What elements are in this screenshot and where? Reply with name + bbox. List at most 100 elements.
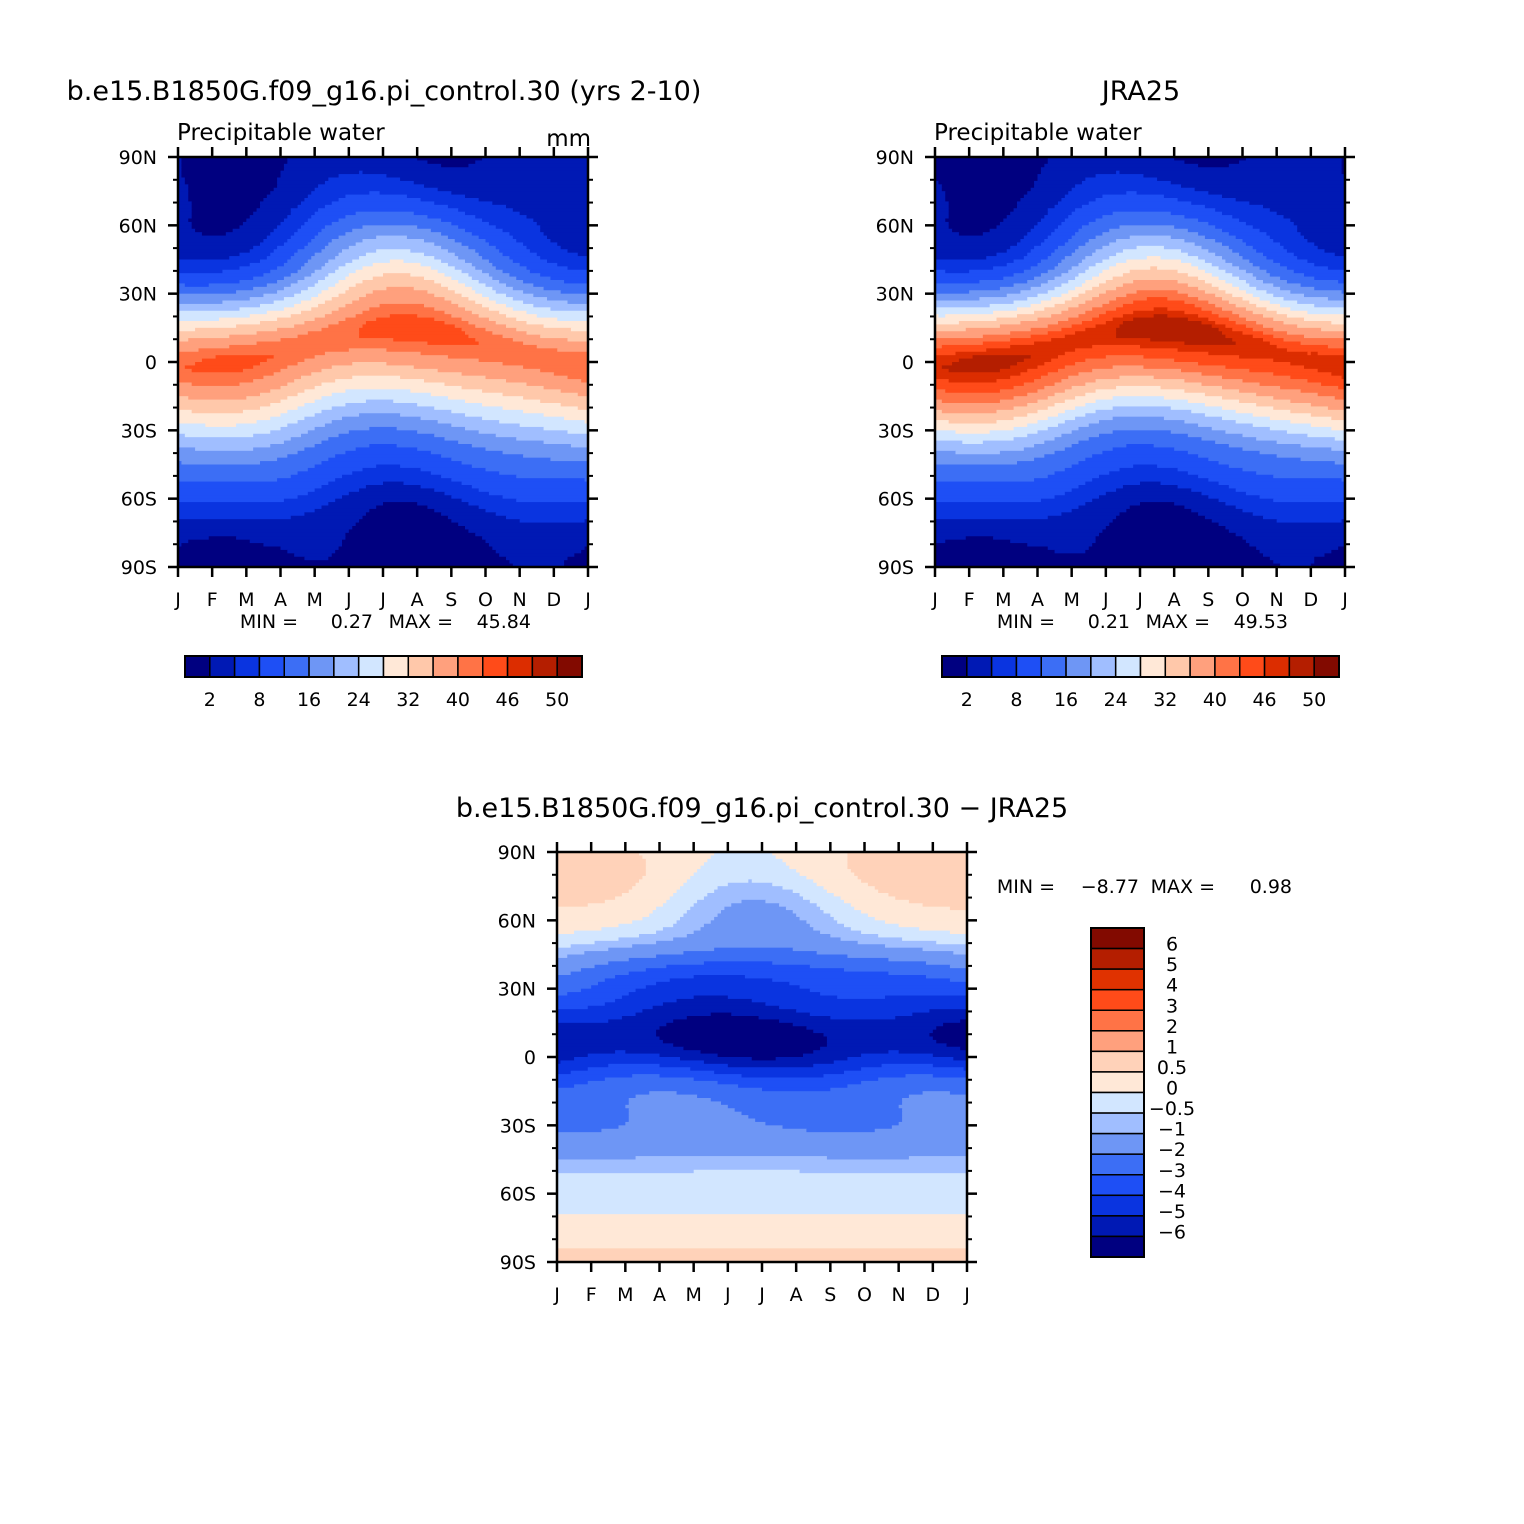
diff-cell bbox=[557, 889, 630, 894]
model-cell bbox=[365, 399, 394, 404]
obs-cell bbox=[948, 420, 998, 425]
obs-cell bbox=[1092, 478, 1209, 483]
obs-cell bbox=[935, 372, 1022, 377]
diff-cell bbox=[673, 923, 705, 928]
model-cell bbox=[178, 546, 282, 551]
diff-cell bbox=[874, 1128, 968, 1133]
obs-cell bbox=[935, 293, 1008, 298]
diff-cell bbox=[615, 1050, 626, 1055]
obs-cell bbox=[999, 286, 1032, 291]
model-cell bbox=[301, 225, 326, 230]
model-colorbar-box bbox=[432, 655, 459, 678]
model-cell bbox=[365, 293, 435, 298]
model-cell bbox=[509, 232, 545, 237]
model-cell bbox=[543, 426, 589, 431]
model-cell bbox=[506, 303, 534, 308]
diff-cell bbox=[557, 1241, 968, 1246]
model-cell bbox=[348, 529, 470, 534]
obs-cell bbox=[1023, 358, 1052, 363]
obs-cell bbox=[1085, 269, 1104, 274]
diff-cell bbox=[820, 1046, 961, 1051]
obs-cell bbox=[1034, 478, 1093, 483]
diff-cell bbox=[912, 1012, 968, 1017]
obs-cell bbox=[935, 447, 1025, 452]
model-cell bbox=[434, 201, 493, 206]
diff-cell bbox=[861, 930, 951, 935]
obs-cell bbox=[1222, 211, 1278, 216]
model-cell bbox=[324, 423, 452, 428]
model-cell bbox=[178, 259, 261, 264]
model-cell bbox=[550, 307, 589, 312]
obs-cell bbox=[1078, 314, 1100, 319]
model-cell bbox=[307, 286, 329, 291]
obs-cell bbox=[1054, 382, 1086, 387]
model-cell bbox=[468, 297, 490, 302]
obs-cell bbox=[1092, 543, 1250, 548]
model-cell bbox=[253, 245, 278, 250]
obs-cell bbox=[935, 225, 950, 230]
obs-cell bbox=[1160, 481, 1220, 486]
obs-cell bbox=[1245, 491, 1346, 496]
model-cell bbox=[482, 536, 589, 541]
model-cell bbox=[427, 160, 476, 165]
obs-cell bbox=[1058, 413, 1086, 418]
obs-cell bbox=[1116, 286, 1199, 291]
obs-cell bbox=[1273, 293, 1305, 298]
obs-cell bbox=[1023, 269, 1049, 274]
diff-cell bbox=[792, 1022, 944, 1027]
model-cell bbox=[307, 430, 350, 435]
diff-cell bbox=[645, 865, 702, 870]
model-colorbar-box bbox=[382, 655, 410, 678]
model-cell bbox=[184, 180, 278, 185]
obs-cell bbox=[1222, 242, 1247, 247]
model-cell bbox=[283, 307, 312, 312]
model-cell bbox=[178, 283, 186, 288]
obs-cell bbox=[1174, 157, 1247, 162]
diff-cell bbox=[557, 1012, 637, 1017]
diff-cell bbox=[598, 981, 657, 986]
model-cell bbox=[533, 283, 589, 288]
model-cell bbox=[229, 334, 299, 339]
obs-colorbar-box bbox=[1313, 655, 1340, 678]
obs-cell bbox=[1242, 239, 1274, 244]
obs-cell bbox=[1225, 324, 1247, 329]
obs-cell bbox=[1314, 242, 1346, 247]
model-cell bbox=[246, 396, 288, 401]
obs-colorbar-box bbox=[1139, 655, 1167, 678]
model-cell bbox=[260, 406, 299, 411]
model-cell bbox=[492, 331, 528, 336]
model-cell bbox=[523, 365, 589, 370]
obs-cell bbox=[1085, 502, 1141, 507]
model-cell bbox=[458, 225, 497, 230]
model-cell bbox=[195, 228, 234, 233]
diff-cell bbox=[580, 968, 647, 973]
model-cell bbox=[362, 170, 589, 175]
diff-cell bbox=[905, 1074, 934, 1079]
model-cell bbox=[249, 539, 343, 544]
obs-cell bbox=[989, 430, 1039, 435]
obs-x-tick-label: J bbox=[1102, 589, 1109, 611]
diff-cell bbox=[618, 937, 674, 942]
model-cell bbox=[178, 495, 299, 500]
model-cell bbox=[338, 266, 364, 271]
model-cell bbox=[345, 536, 483, 541]
obs-cell bbox=[1269, 273, 1305, 278]
obs-cell bbox=[1331, 416, 1346, 421]
diff-cell bbox=[755, 1118, 903, 1123]
obs-cell bbox=[1112, 365, 1145, 370]
obs-cell bbox=[1208, 317, 1230, 322]
model-cell bbox=[430, 450, 504, 455]
model-cell bbox=[297, 406, 333, 411]
diff-cell bbox=[885, 995, 968, 1000]
model-cell bbox=[540, 225, 589, 230]
model-cell bbox=[260, 461, 323, 466]
obs-colorbar-box bbox=[1090, 655, 1117, 678]
model-cell bbox=[557, 348, 589, 353]
diff-cell bbox=[885, 920, 968, 925]
obs-cell bbox=[1071, 266, 1090, 271]
model-cell bbox=[547, 297, 589, 302]
model-cell bbox=[287, 215, 312, 220]
obs-cell bbox=[1102, 194, 1165, 199]
obs-cell bbox=[1324, 553, 1346, 558]
diff-cell bbox=[902, 1118, 968, 1123]
